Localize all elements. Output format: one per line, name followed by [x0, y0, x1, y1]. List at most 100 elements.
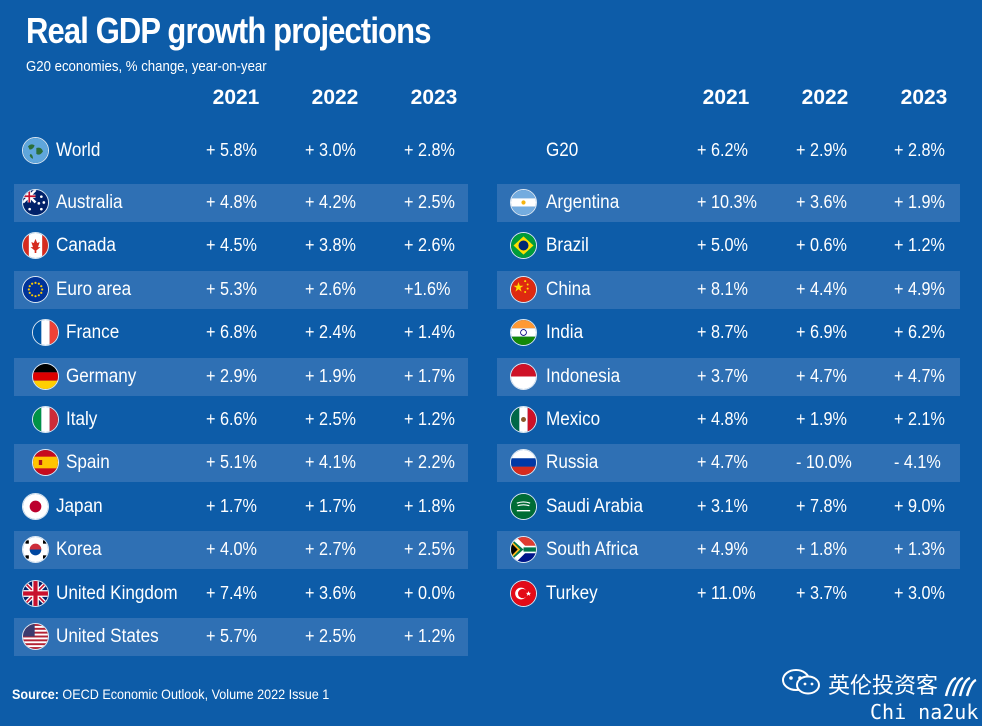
- value-2022: + 2.5%: [305, 409, 356, 429]
- value-2023: + 2.2%: [404, 452, 455, 473]
- value-2021: + 6.8%: [206, 322, 257, 343]
- turkey-flag-icon: [510, 579, 537, 607]
- table-row-indonesia: Indonesia + 3.7% + 4.7% + 4.7%: [497, 357, 960, 396]
- value-2023: + 1.2%: [404, 409, 455, 429]
- value-2022: + 3.6%: [305, 582, 356, 603]
- value-2022: + 7.8%: [796, 495, 847, 516]
- value-2023: + 2.8%: [894, 140, 945, 160]
- value-2021: + 6.6%: [206, 409, 257, 429]
- right-year-header-2023: 2023: [900, 86, 948, 109]
- germany-flag-icon: [32, 362, 59, 390]
- value-2023: + 1.7%: [404, 365, 455, 386]
- saudi-flag-icon: [510, 492, 537, 520]
- value-2022: + 4.1%: [305, 452, 356, 473]
- country-name: G20: [546, 140, 579, 161]
- china-flag-icon: [510, 275, 537, 303]
- argentina-flag-icon: [510, 189, 537, 216]
- left-year-header-2023: 2023: [410, 86, 458, 109]
- canada-flag-icon: [22, 232, 49, 260]
- table-row-india: India + 8.7% + 6.9% + 6.2%: [497, 314, 960, 352]
- uk-flag-icon: [22, 579, 49, 607]
- india-flag-icon: [510, 319, 537, 347]
- country-name: France: [66, 322, 120, 344]
- value-2021: + 2.9%: [206, 365, 257, 386]
- japan-flag-icon: [22, 492, 49, 520]
- country-name: India: [546, 322, 584, 344]
- table-row-canada: Canada + 4.5% + 3.8% + 2.6%: [14, 227, 468, 265]
- spain-flag-icon: [32, 449, 59, 477]
- country-name: Brazil: [546, 235, 589, 257]
- value-2023: + 3.0%: [894, 582, 945, 603]
- value-2022: + 3.8%: [305, 235, 356, 256]
- value-2021: + 5.3%: [206, 278, 257, 299]
- value-2021: + 5.8%: [206, 140, 257, 160]
- value-2023: + 0.0%: [404, 582, 455, 603]
- value-2022: + 3.7%: [796, 582, 847, 603]
- france-flag-icon: [32, 319, 59, 347]
- value-2021: + 4.8%: [697, 409, 748, 429]
- chart-title: Real GDP growth projections: [26, 10, 431, 51]
- value-2021: + 3.7%: [697, 365, 748, 386]
- country-name: Russia: [546, 452, 599, 474]
- country-name: Korea: [56, 539, 102, 561]
- left-year-header-2021: 2021: [212, 86, 260, 109]
- value-2022: + 1.9%: [305, 365, 356, 386]
- value-2023: + 1.2%: [404, 626, 455, 646]
- value-2023: + 2.5%: [404, 539, 455, 560]
- country-name: China: [546, 278, 591, 300]
- value-2023: + 9.0%: [894, 495, 945, 516]
- value-2022: + 3.6%: [796, 192, 847, 212]
- value-2022: + 1.9%: [796, 409, 847, 429]
- value-2022: + 2.5%: [305, 626, 356, 646]
- source-note: Source: OECD Economic Outlook, Volume 20…: [12, 686, 329, 702]
- indonesia-flag-icon: [510, 362, 537, 390]
- watermark-chinese: 英伦投资客: [828, 673, 939, 698]
- table-row-australia: Australia + 4.8% + 4.2% + 2.5%: [14, 184, 468, 222]
- country-name: Saudi Arabia: [546, 495, 643, 517]
- country-name: Japan: [56, 495, 103, 517]
- table-row-germany: Germany + 2.9% + 1.9% + 1.7%: [14, 357, 468, 396]
- value-2021: + 4.0%: [206, 539, 257, 560]
- table-row-saudi-arabia: Saudi Arabia + 3.1% + 7.8% + 9.0%: [497, 488, 960, 526]
- table-row-france: France + 6.8% + 2.4% + 1.4%: [14, 314, 468, 352]
- country-name: Argentina: [546, 192, 620, 213]
- country-name: Indonesia: [546, 365, 621, 387]
- country-name: Spain: [66, 452, 110, 474]
- value-2023: + 2.1%: [894, 409, 945, 429]
- table-row-korea: Korea + 4.0% + 2.7% + 2.5%: [14, 531, 468, 570]
- country-name: United States: [56, 626, 159, 647]
- table-row-spain: Spain + 5.1% + 4.1% + 2.2%: [14, 444, 468, 483]
- value-2023: + 2.8%: [404, 140, 455, 160]
- table-row-united-states: United States + 5.7% + 2.5% + 1.2%: [14, 618, 468, 656]
- value-2021: + 4.9%: [697, 539, 748, 560]
- table-row-russia: Russia + 4.7% - 10.0% - 4.1%: [497, 444, 960, 483]
- value-2023: + 6.2%: [894, 322, 945, 343]
- korea-flag-icon: [22, 536, 49, 564]
- value-2021: + 5.7%: [206, 626, 257, 646]
- value-2023: + 1.9%: [894, 192, 945, 212]
- value-2023: + 1.3%: [894, 539, 945, 560]
- country-name: Italy: [66, 409, 98, 430]
- value-2022: + 2.9%: [796, 140, 847, 160]
- value-2022: + 4.7%: [796, 365, 847, 386]
- value-2023: - 4.1%: [894, 452, 941, 473]
- wechat-icon: [782, 669, 820, 695]
- australia-flag-icon: [22, 189, 49, 216]
- italy-flag-icon: [32, 406, 59, 433]
- right-year-header-2021: 2021: [702, 86, 750, 109]
- value-2023: + 1.2%: [894, 235, 945, 256]
- eu-flag-icon: [22, 275, 49, 303]
- us-flag-icon: [22, 623, 49, 650]
- value-2021: + 4.5%: [206, 235, 257, 256]
- value-2021: + 4.7%: [697, 452, 748, 473]
- source-label: Source:: [12, 686, 59, 702]
- value-2023: + 1.8%: [404, 495, 455, 516]
- country-name: Germany: [66, 365, 137, 387]
- russia-flag-icon: [510, 449, 537, 477]
- left-year-header-2022: 2022: [311, 86, 359, 109]
- country-name: Euro area: [56, 278, 132, 300]
- chart-subtitle: G20 economies, % change, year-on-year: [26, 58, 267, 75]
- table-row-mexico: Mexico + 4.8% + 1.9% + 2.1%: [497, 401, 960, 439]
- table-row-brazil: Brazil + 5.0% + 0.6% + 1.2%: [497, 227, 960, 265]
- table-row-g20: G20 + 6.2% + 2.9% + 2.8%: [497, 132, 960, 170]
